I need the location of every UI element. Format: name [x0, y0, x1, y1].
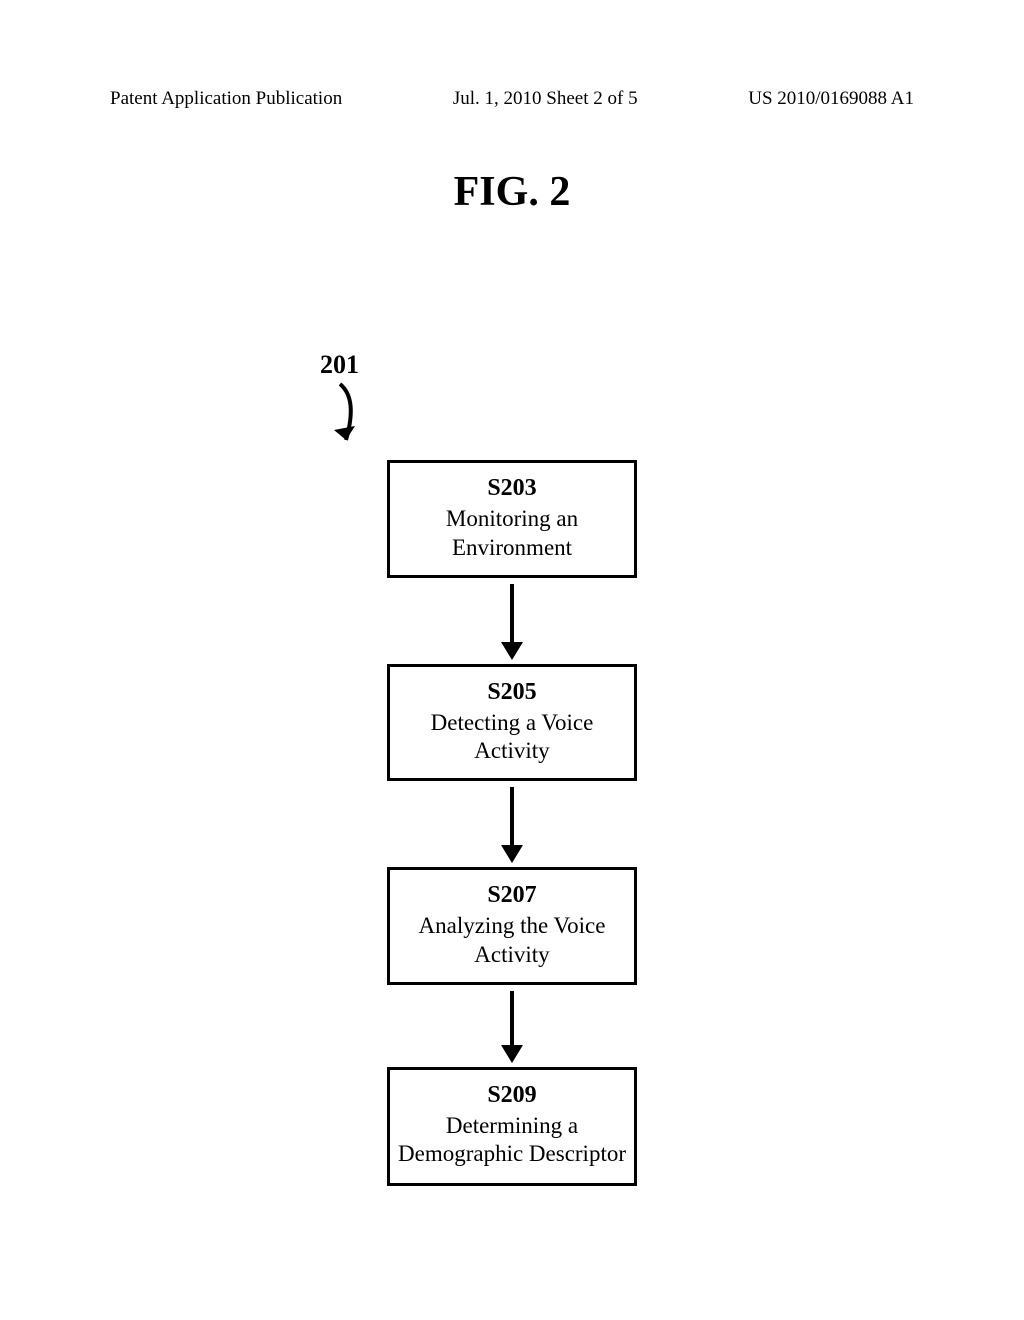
- flow-step-s203: S203 Monitoring an Environment: [387, 460, 637, 578]
- arrow-down-icon: [501, 584, 523, 660]
- arrow-down-icon: [501, 787, 523, 863]
- step-id: S209: [398, 1080, 626, 1110]
- reference-number-label: 201: [320, 350, 359, 380]
- step-text: Monitoring an Environment: [398, 505, 626, 563]
- header-left: Patent Application Publication: [110, 88, 342, 110]
- entry-arrow-icon: [322, 382, 362, 460]
- header-right: US 2010/0169088 A1: [748, 88, 914, 110]
- step-text: Detecting a Voice Activity: [398, 709, 626, 767]
- step-id: S205: [398, 677, 626, 707]
- arrow-down-icon: [501, 991, 523, 1063]
- step-text: Determining a Demographic Descriptor: [398, 1112, 626, 1170]
- step-id: S203: [398, 473, 626, 503]
- flow-step-s209: S209 Determining a Demographic Descripto…: [387, 1067, 637, 1187]
- figure-title: FIG. 2: [0, 168, 1024, 216]
- flowchart: S203 Monitoring an Environment S205 Dete…: [0, 460, 1024, 1186]
- flow-step-s205: S205 Detecting a Voice Activity: [387, 664, 637, 782]
- page-header: Patent Application Publication Jul. 1, 2…: [0, 88, 1024, 110]
- step-id: S207: [398, 880, 626, 910]
- step-text: Analyzing the Voice Activity: [398, 912, 626, 970]
- flow-step-s207: S207 Analyzing the Voice Activity: [387, 867, 637, 985]
- header-mid: Jul. 1, 2010 Sheet 2 of 5: [453, 88, 638, 110]
